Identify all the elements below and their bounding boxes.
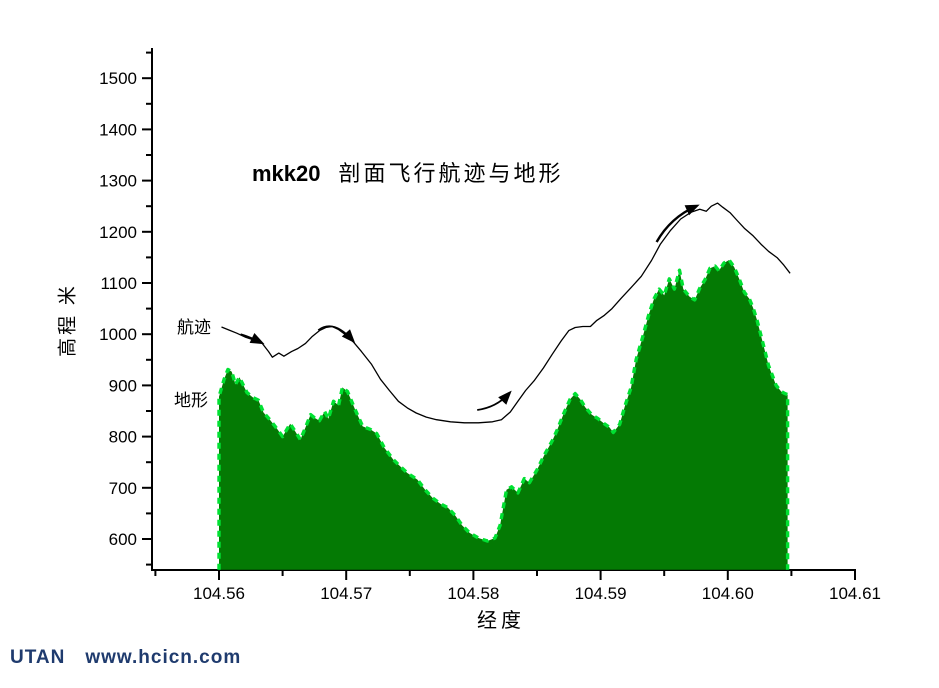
- x-axis-label: 经度: [477, 610, 525, 632]
- flight-path-label: 航迹: [177, 318, 211, 337]
- x-tick-label: 104.59: [575, 584, 627, 603]
- terrain-area: [219, 260, 788, 570]
- y-tick-label: 1000: [99, 325, 137, 344]
- flight-direction-arrow-head: [249, 333, 265, 345]
- flight-direction-arrow-head: [341, 329, 356, 344]
- y-tick-label: 1300: [99, 172, 137, 191]
- x-tick-label: 104.56: [193, 584, 245, 603]
- terrain-outline: [217, 258, 790, 570]
- y-tick-label: 600: [109, 530, 137, 549]
- footer-brand: UTAN: [10, 647, 66, 668]
- y-axis-label: 高程 米: [57, 283, 79, 357]
- y-tick-label: 1100: [100, 274, 137, 293]
- footer-url: www.hcicn.com: [85, 647, 242, 668]
- x-tick-label: 104.60: [702, 584, 754, 603]
- x-tick-label: 104.58: [447, 584, 499, 603]
- terrain-label: 地形: [174, 391, 208, 410]
- y-tick-label: 900: [109, 376, 137, 395]
- x-tick-label: 104.61: [829, 584, 881, 603]
- y-tick-label: 1200: [99, 223, 137, 242]
- chart-title-prefix: mkk20: [252, 161, 321, 186]
- flight-direction-arrow-head: [684, 204, 700, 216]
- flight-direction-arrow-head: [498, 390, 512, 405]
- x-tick-label: 104.57: [320, 584, 372, 603]
- y-tick-label: 1400: [99, 120, 137, 139]
- chart-title-text: 剖面飞行航迹与地形: [338, 161, 564, 186]
- flight-path-line: [221, 202, 791, 424]
- y-tick-label: 700: [109, 479, 137, 498]
- chart-title: mkk20 剖面飞行航迹与地形: [252, 156, 564, 188]
- footer-watermark: UTAN www.hcicn.com: [10, 647, 241, 669]
- y-tick-label: 1500: [99, 69, 137, 88]
- y-tick-label: 800: [109, 428, 137, 447]
